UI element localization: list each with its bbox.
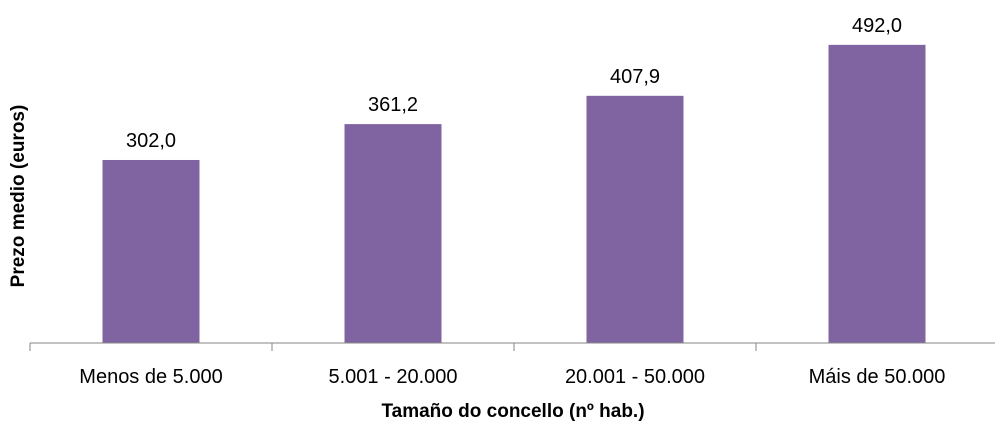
y-axis-title: Prezo medio (euros): [8, 105, 29, 288]
category-label-1: Menos de 5.000: [79, 366, 222, 388]
x-axis-ticks: [29, 343, 757, 351]
bars: [102, 44, 926, 344]
x-axis-title: Tamaño do concello (nº hab.): [381, 401, 644, 422]
value-label-4: 492,0: [852, 15, 902, 37]
x-axis-tick-labels: Menos de 5.000 5.001 - 20.000 20.001 - 50.…: [79, 366, 945, 388]
bar-1: [102, 159, 200, 343]
value-label-2: 361,2: [368, 94, 418, 116]
bar-3: [586, 95, 684, 344]
value-label-3: 407,9: [610, 66, 660, 88]
category-label-4: Máis de 50.000: [809, 366, 946, 388]
bar-2: [344, 124, 442, 344]
category-label-3: 20.001 - 50.000: [565, 366, 705, 388]
bar-4: [828, 44, 926, 344]
category-label-2: 5.001 - 20.000: [329, 366, 458, 388]
value-label-1: 302,0: [126, 130, 176, 152]
value-labels: 302,0 361,2 407,9 492,0: [126, 15, 902, 152]
